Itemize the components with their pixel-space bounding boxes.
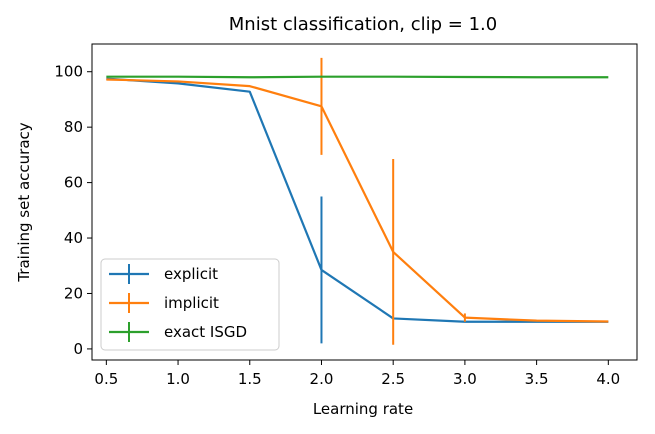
x-axis-label: Learning rate: [313, 400, 413, 418]
series-line: [106, 78, 609, 323]
legend-item: explicit: [109, 264, 218, 284]
x-tick-label: 4.0: [596, 370, 620, 388]
y-axis-label: Training set accuracy: [15, 122, 33, 282]
series-line: [106, 77, 609, 323]
legend-item: implicit: [109, 293, 219, 313]
x-tick-label: 1.5: [238, 370, 262, 388]
legend-item: exact ISGD: [109, 322, 247, 342]
series-explicit: [106, 77, 609, 344]
legend-box: [100, 258, 280, 351]
y-tick-label: 20: [64, 284, 83, 302]
x-tick-label: 2.0: [310, 370, 334, 388]
y-tick-label: 100: [54, 63, 83, 81]
chart-title: Mnist classification, clip = 1.0: [229, 14, 497, 35]
x-axis-ticks: 0.5 1.0 1.5 2.0 2.5 3.0 3.5 4.0: [94, 360, 620, 388]
series-layer: [106, 57, 609, 345]
x-tick-label: 0.5: [94, 370, 118, 388]
y-tick-label: 60: [64, 174, 83, 192]
legend-label: explicit: [164, 265, 218, 283]
series-exact-isgd: [106, 75, 609, 79]
x-tick-label: 2.5: [381, 370, 405, 388]
axes-frame: [91, 43, 638, 361]
legend-label: implicit: [164, 294, 219, 312]
series-line: [106, 75, 609, 79]
legend: explicit implicit exact ISGD: [100, 258, 280, 351]
y-axis-ticks: 0 20 40 60 80 100: [54, 63, 92, 358]
y-tick-label: 0: [73, 340, 83, 358]
y-tick-label: 40: [64, 229, 83, 247]
x-tick-label: 1.0: [166, 370, 190, 388]
y-tick-label: 80: [64, 118, 83, 136]
series-implicit: [106, 57, 609, 345]
x-tick-label: 3.5: [525, 370, 549, 388]
legend-label: exact ISGD: [164, 323, 247, 341]
x-tick-label: 3.0: [453, 370, 477, 388]
